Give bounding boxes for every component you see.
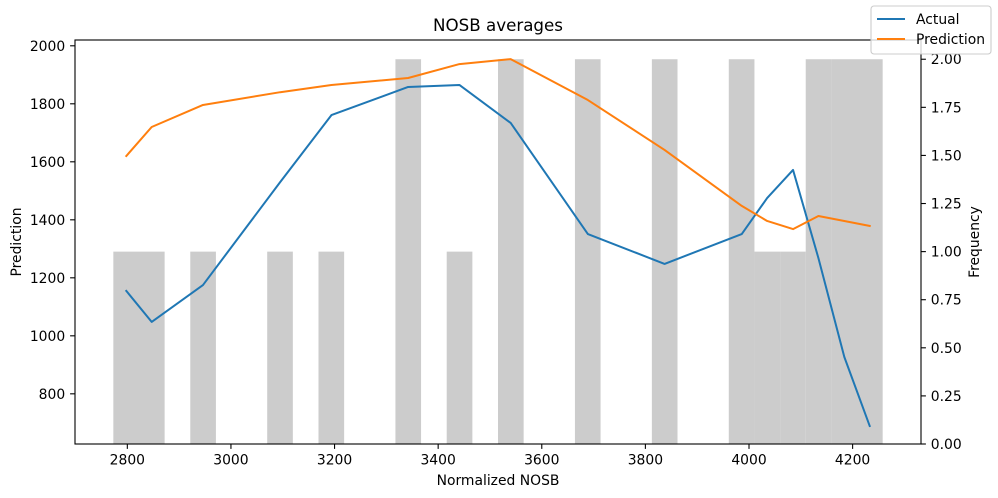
y2-axis-ticks: 0.00 0.25 0.50 0.75 1.00 1.25 1.50 1.75 2.00 (921, 52, 962, 453)
y-axis-ticks: 800 1000 1200 1400 1600 1800 2000 (30, 39, 75, 403)
x-tick-label: 3200 (317, 452, 352, 468)
y-tick-label: 1400 (30, 213, 65, 229)
y-tick-label: 1200 (30, 271, 65, 287)
y2-tick-label: 1.75 (931, 100, 962, 116)
histogram-bar (728, 59, 755, 444)
y-axis-label: Prediction (9, 207, 25, 276)
histogram-bar (857, 59, 883, 444)
histogram-bar (113, 251, 139, 444)
histogram-bar (754, 251, 781, 444)
histogram-bars (113, 59, 883, 444)
histogram-bar (318, 251, 345, 444)
histogram-bar (651, 59, 678, 444)
histogram-bar (780, 251, 806, 444)
histogram-bar (138, 251, 165, 444)
y-tick-label: 1600 (30, 155, 65, 171)
y2-tick-label: 0.50 (931, 341, 962, 357)
x-tick-label: 3000 (213, 452, 248, 468)
x-tick-label: 3400 (420, 452, 455, 468)
y2-tick-label: 0.25 (931, 389, 962, 405)
y-tick-label: 1000 (30, 329, 65, 345)
histogram-bar (574, 59, 601, 444)
histogram-bar (446, 251, 473, 444)
x-tick-label: 4000 (731, 452, 766, 468)
histogram-bar (805, 59, 832, 444)
y2-tick-label: 0.00 (931, 437, 962, 453)
y2-tick-label: 1.25 (931, 197, 962, 213)
chart-title: NOSB averages (433, 15, 563, 35)
series-lines (124, 58, 871, 428)
x-tick-label: 4200 (835, 452, 870, 468)
plot-frame (74, 39, 922, 445)
legend: Actual Prediction (870, 5, 992, 55)
legend-label-prediction: Prediction (916, 32, 985, 48)
x-tick-label: 2800 (110, 452, 145, 468)
y2-axis-label: Frequency (967, 206, 983, 278)
y-tick-label: 800 (39, 387, 66, 403)
histogram-bar (395, 59, 422, 444)
y-tick-label: 2000 (30, 39, 65, 55)
y2-tick-label: 1.00 (931, 245, 962, 261)
y2-tick-label: 0.75 (931, 293, 962, 309)
histogram-bar (267, 251, 293, 444)
y-tick-label: 1800 (30, 97, 65, 113)
histogram-bar (190, 251, 216, 444)
legend-label-actual: Actual (916, 12, 960, 28)
x-tick-label: 3800 (628, 452, 663, 468)
x-axis-label: Normalized NOSB (437, 473, 560, 489)
x-tick-label: 3600 (524, 452, 559, 468)
y2-tick-label: 2.00 (931, 52, 962, 68)
y2-tick-label: 1.50 (931, 148, 962, 164)
x-axis-ticks: 2800 3000 3200 3400 3600 3800 4000 4200 (110, 444, 870, 468)
series-line-prediction (124, 58, 871, 231)
series-line-actual (124, 83, 871, 428)
histogram-bar (831, 59, 858, 444)
